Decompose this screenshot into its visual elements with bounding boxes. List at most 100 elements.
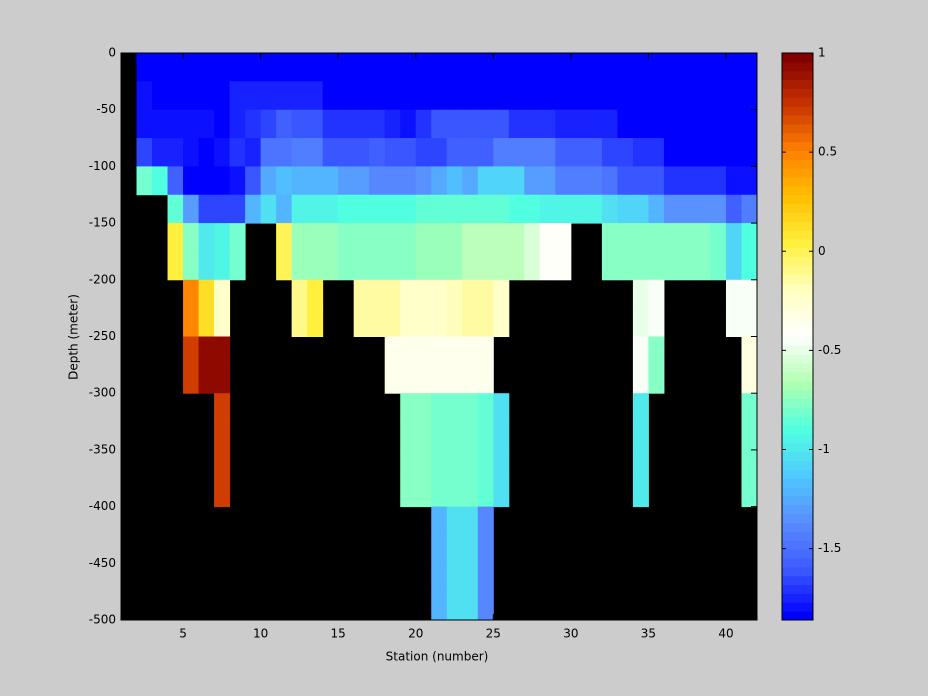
heat-cell	[338, 109, 355, 139]
colorbar-step	[782, 168, 813, 178]
heat-cell	[260, 138, 277, 167]
heat-cell	[384, 109, 401, 139]
heat-cell	[400, 421, 417, 451]
colorbar-step	[782, 221, 813, 231]
heat-cell	[539, 138, 556, 167]
heat-cell	[229, 166, 246, 196]
heat-cell	[338, 53, 355, 82]
heat-cell	[462, 194, 479, 224]
heat-cell	[477, 81, 494, 111]
heat-cell	[431, 53, 448, 82]
heat-cell	[291, 166, 308, 196]
colorbar-step	[782, 389, 813, 400]
heat-cell	[632, 364, 649, 394]
colorbar-step	[782, 504, 813, 515]
heat-cell	[570, 81, 587, 111]
heat-cell	[539, 223, 556, 252]
heat-cell	[679, 251, 696, 281]
heat-cell	[152, 166, 169, 196]
heat-cell	[229, 223, 246, 252]
heat-cell	[384, 364, 401, 394]
y-tick-label: -150	[89, 216, 116, 230]
heat-cell	[291, 138, 308, 167]
heat-cell	[167, 166, 184, 196]
y-tick-label: -300	[89, 386, 116, 400]
heat-cell	[400, 393, 417, 423]
heat-cell	[477, 194, 494, 224]
heat-cell	[214, 364, 231, 394]
heat-cell	[431, 279, 448, 309]
heat-cell	[276, 251, 293, 281]
heat-cell	[400, 336, 417, 366]
x-tick-label: 30	[563, 627, 578, 641]
heat-cell	[617, 251, 634, 281]
heat-cell	[198, 53, 215, 82]
heat-cell	[384, 194, 401, 224]
heat-cell	[214, 308, 231, 337]
heat-cell	[152, 138, 169, 167]
colorbar-step	[782, 309, 813, 320]
heat-cell	[524, 53, 541, 82]
heat-cell	[648, 81, 665, 111]
heat-cell	[431, 393, 448, 423]
heat-cell	[632, 53, 649, 82]
heat-cell	[291, 109, 308, 139]
heat-cell	[400, 53, 417, 82]
heat-cell	[663, 53, 680, 82]
heat-cell	[741, 308, 758, 337]
colorbar-step	[782, 442, 813, 453]
colorbar-step	[782, 451, 813, 462]
colorbar-step	[782, 239, 813, 249]
heat-cell	[570, 138, 587, 167]
heat-cell	[694, 194, 711, 224]
heat-cell	[539, 251, 556, 281]
heat-cell	[307, 251, 324, 281]
heat-cell	[291, 308, 308, 337]
colorbar-step	[782, 132, 813, 143]
y-axis-label: Depth (meter)	[67, 294, 81, 380]
heat-cell	[214, 53, 231, 82]
heat-cell	[648, 166, 665, 196]
heat-cell	[710, 81, 727, 111]
heat-cell	[446, 251, 463, 281]
heat-cell	[570, 109, 587, 139]
heat-cell	[725, 81, 742, 111]
heat-cell	[555, 194, 572, 224]
heat-cell	[632, 251, 649, 281]
heat-cell	[493, 138, 510, 167]
heat-cell	[446, 109, 463, 139]
heat-cell	[446, 364, 463, 394]
heat-cell	[198, 223, 215, 252]
heat-cell	[648, 138, 665, 167]
colorbar-step	[782, 79, 813, 89]
heat-cell	[477, 53, 494, 82]
heat-cell	[446, 478, 463, 508]
heat-cell	[322, 109, 339, 139]
heat-cell	[431, 223, 448, 252]
heat-cell	[245, 166, 262, 196]
heat-cell	[384, 251, 401, 281]
heat-cell	[338, 138, 355, 167]
heat-cell	[648, 336, 665, 366]
heat-cell	[524, 109, 541, 139]
heat-cell	[648, 251, 665, 281]
heat-cell	[555, 81, 572, 111]
heat-cell	[384, 138, 401, 167]
heat-cell	[617, 81, 634, 111]
heat-cell	[477, 223, 494, 252]
heat-cell	[291, 81, 308, 111]
heat-cell	[214, 138, 231, 167]
heat-cell	[477, 251, 494, 281]
heat-cell	[291, 53, 308, 82]
heat-cell	[384, 336, 401, 366]
heat-cell	[477, 534, 494, 564]
heat-cell	[648, 279, 665, 309]
heat-cell	[446, 563, 463, 593]
heat-cell	[431, 563, 448, 593]
heat-cell	[167, 53, 184, 82]
heat-cell	[539, 109, 556, 139]
heat-cell	[415, 336, 432, 366]
colorbar-step	[782, 177, 813, 187]
colorbar-frame	[781, 52, 814, 621]
heat-cell	[694, 166, 711, 196]
